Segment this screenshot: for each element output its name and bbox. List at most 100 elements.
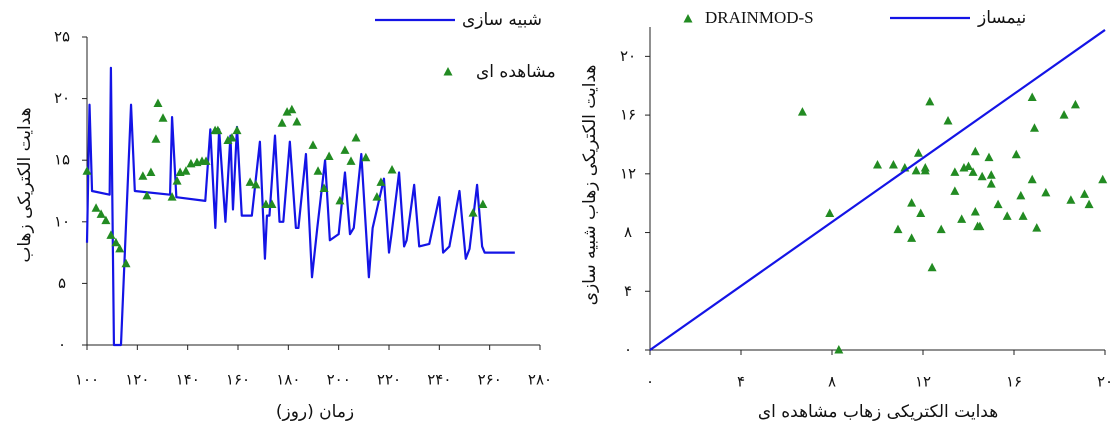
point — [907, 233, 917, 242]
point — [907, 198, 917, 207]
legend-label: مشاهده ای — [476, 62, 556, 82]
x-tick-label: ۱۶ — [1006, 373, 1022, 391]
x-tick-label: ۱۶۰ — [226, 371, 250, 389]
point — [970, 206, 980, 216]
y-axis-label: هدایت الکتریکی زهاب — [15, 107, 35, 262]
point — [1066, 195, 1076, 204]
point — [91, 203, 101, 212]
point — [324, 151, 334, 161]
point — [319, 183, 329, 193]
point — [927, 262, 937, 272]
point — [943, 115, 953, 125]
point — [245, 177, 255, 186]
x-tick-label: ۲۰۰ — [327, 371, 351, 389]
x-tick-label: ۱۲ — [915, 373, 931, 391]
point — [825, 208, 835, 217]
point — [478, 199, 488, 209]
x-tick-label: ۲۰ — [1097, 373, 1113, 391]
legend-label: نیمساز — [977, 8, 1026, 28]
y-tick-label: ۱۵ — [54, 151, 70, 169]
point — [201, 156, 211, 165]
point — [975, 221, 985, 231]
point — [873, 160, 882, 169]
point — [223, 135, 233, 144]
point — [361, 152, 371, 162]
point — [251, 179, 261, 189]
point — [1041, 187, 1051, 197]
point — [277, 118, 287, 127]
point — [977, 171, 987, 181]
point — [340, 145, 350, 154]
point — [893, 224, 903, 234]
point — [950, 186, 960, 195]
y-tick-label: ۲۰ — [54, 89, 70, 107]
point — [387, 165, 397, 174]
line-series — [649, 29, 1106, 351]
point — [267, 199, 277, 209]
x-tick-label: ۱۸۰ — [276, 371, 300, 389]
point — [261, 199, 271, 209]
point — [1032, 223, 1042, 232]
point — [313, 166, 323, 175]
point — [925, 96, 935, 106]
point — [151, 134, 161, 143]
point — [82, 166, 92, 175]
point — [282, 107, 292, 116]
point — [1016, 190, 1026, 200]
y-tick-label: ۵ — [58, 274, 66, 292]
x-tick-label: ۲۸۰ — [528, 371, 552, 389]
point — [351, 133, 361, 142]
point — [834, 345, 844, 354]
point — [1059, 110, 1069, 119]
point — [227, 133, 237, 142]
point — [797, 107, 807, 116]
point — [1027, 92, 1037, 101]
y-tick-label: ۰ — [58, 336, 66, 354]
point — [936, 224, 946, 234]
x-axis-label: هدایت الکتریکی زهاب مشاهده ای — [758, 402, 998, 422]
point — [158, 113, 168, 122]
point — [292, 117, 302, 126]
point — [115, 243, 125, 253]
point — [1070, 99, 1080, 109]
legend-marker — [683, 14, 693, 23]
point — [376, 177, 386, 186]
point — [335, 195, 345, 205]
point — [970, 146, 980, 156]
point — [1002, 211, 1012, 220]
x-tick-label: ۸ — [828, 373, 836, 391]
line-series — [85, 66, 515, 347]
point — [920, 162, 930, 172]
x-tick-label: ۲۲۰ — [377, 371, 401, 389]
point — [984, 152, 994, 162]
point — [142, 190, 152, 200]
y-tick-label: ۱۰ — [54, 212, 70, 230]
legend-marker — [443, 67, 453, 76]
legend-label: DRAINMOD-S — [705, 8, 814, 27]
point — [1027, 174, 1037, 184]
point — [146, 167, 156, 177]
y-tick-label: ۱۶ — [620, 106, 636, 124]
point — [1011, 149, 1021, 159]
point — [346, 156, 356, 165]
point — [111, 237, 121, 247]
point — [167, 192, 177, 201]
x-tick-label: ۲۴۰ — [427, 371, 451, 389]
point — [287, 104, 297, 114]
point — [964, 161, 973, 170]
point — [181, 166, 191, 175]
point — [911, 165, 921, 175]
point — [372, 192, 382, 201]
point — [138, 171, 148, 180]
point — [957, 214, 967, 223]
y-tick-label: ۸ — [624, 223, 632, 241]
point — [1084, 199, 1094, 209]
point — [468, 208, 478, 217]
point — [913, 148, 923, 157]
point — [172, 176, 182, 185]
point — [232, 125, 242, 135]
point — [153, 98, 163, 108]
point — [308, 140, 318, 149]
x-tick-label: ۱۰۰ — [75, 371, 99, 389]
